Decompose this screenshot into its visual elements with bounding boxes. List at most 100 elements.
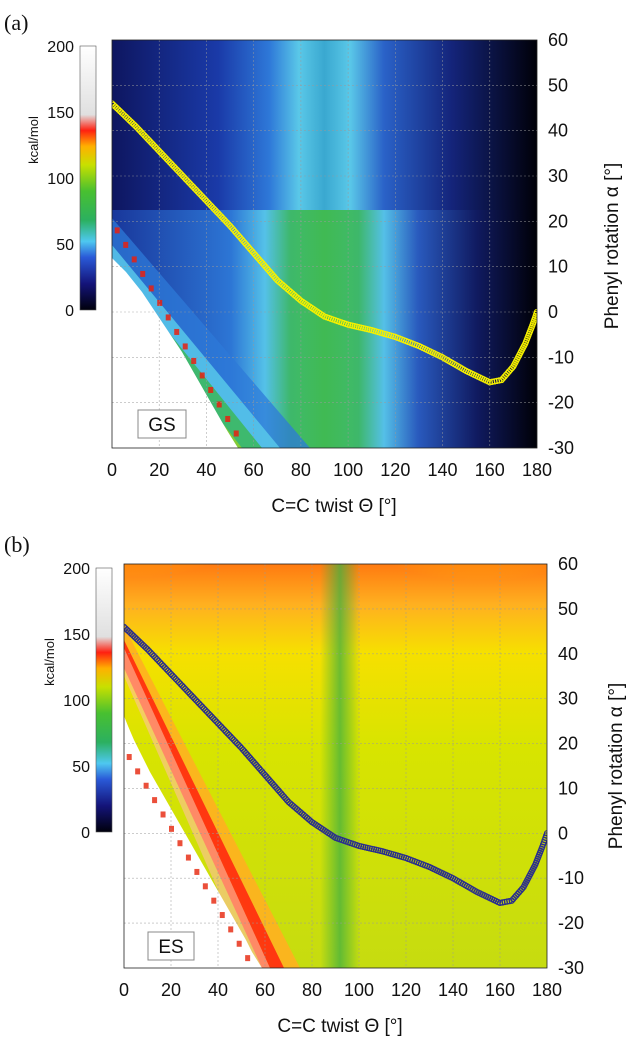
y-tick-label: 0 <box>558 823 568 843</box>
boundary-step <box>140 270 146 277</box>
x-ticks-a: 0 20 40 60 80 100 120 140 160 180 <box>107 460 552 480</box>
y-tick-label: -20 <box>558 913 584 933</box>
path-point <box>164 667 172 674</box>
plot-frame-a <box>111 39 538 449</box>
path-point <box>224 730 231 737</box>
x-tick-label: 140 <box>438 980 468 1000</box>
colorbar-tick-label: 50 <box>72 759 90 776</box>
x-tick-label: 60 <box>244 460 264 480</box>
boundary-step <box>177 840 183 847</box>
path-point <box>217 723 225 730</box>
path-point <box>145 647 153 655</box>
heatmap-b <box>124 564 547 968</box>
boundary-step <box>143 782 149 789</box>
path-point <box>202 707 209 714</box>
path-point <box>174 677 181 684</box>
y-ticks-b: -30 -20 -10 0 10 20 30 40 50 60 <box>558 554 584 978</box>
colorbar-a-ticks: 0 50 100 150 200 <box>47 39 74 320</box>
path-point <box>185 688 192 696</box>
path-point <box>196 700 203 707</box>
boundary-step <box>211 897 217 904</box>
path-point <box>156 659 164 666</box>
path-point <box>155 657 162 664</box>
path-point <box>183 687 190 694</box>
y-tick-label: -10 <box>548 347 574 367</box>
path-point <box>203 708 211 715</box>
y-tick-label: 30 <box>558 689 578 709</box>
path-point <box>166 669 173 676</box>
path-point <box>160 662 167 669</box>
y-tick-label: 30 <box>548 166 568 186</box>
path-point <box>230 736 237 743</box>
boundary-step <box>245 955 251 962</box>
path-point <box>194 698 201 706</box>
x-tick-label: 120 <box>380 460 410 480</box>
state-tag-b: ES <box>147 931 195 961</box>
boundary-step <box>202 883 208 890</box>
path-point <box>181 685 189 692</box>
path-point <box>233 739 240 747</box>
y-axis-label-b: Phenyl rotation α [°] <box>606 683 627 849</box>
path-point <box>163 665 170 673</box>
path-point <box>532 312 537 320</box>
boundary-step <box>160 811 166 818</box>
y-tick-label: 10 <box>558 778 578 798</box>
grid-b <box>124 564 547 968</box>
path-point <box>272 275 279 282</box>
path-point <box>228 735 236 742</box>
boundary-step <box>126 754 132 761</box>
colorbar-b-gradient <box>95 567 113 833</box>
path-point <box>150 652 157 660</box>
path-point <box>186 690 193 697</box>
boundary-step <box>185 854 191 861</box>
y-tick-label: -30 <box>558 958 584 978</box>
path-point <box>210 715 217 722</box>
y-tick-label: 20 <box>558 734 578 754</box>
path-point <box>211 716 219 724</box>
x-tick-label: 40 <box>196 460 216 480</box>
x-tick-label: 40 <box>208 980 228 1000</box>
path-point <box>222 728 229 735</box>
path-point <box>214 720 222 727</box>
y-tick-label: -10 <box>558 868 584 888</box>
x-tick-label: 0 <box>119 980 129 1000</box>
path-point <box>175 679 182 686</box>
x-tick-label: 160 <box>475 460 505 480</box>
boundary-step <box>236 940 242 947</box>
path-point <box>533 308 537 316</box>
path-point <box>533 310 537 318</box>
path-point <box>177 680 184 688</box>
grid-a <box>112 40 537 448</box>
boundary-step <box>199 372 205 379</box>
colorbar-tick-label: 100 <box>47 171 74 188</box>
boundary-step <box>157 299 163 306</box>
path-point <box>153 656 161 663</box>
y-tick-label: 20 <box>548 211 568 231</box>
path-point <box>213 718 220 725</box>
path-point <box>191 695 198 702</box>
x-tick-label: 0 <box>107 460 117 480</box>
y-ticks-a: -30 -20 -10 0 10 20 30 40 50 60 <box>548 30 574 458</box>
x-tick-label: 120 <box>391 980 421 1000</box>
colorbar-tick-label: 150 <box>63 627 90 644</box>
path-point <box>161 664 168 671</box>
colorbar-tick-label: 150 <box>47 105 74 122</box>
x-tick-label: 20 <box>149 460 169 480</box>
boundary-step <box>216 401 222 408</box>
y-tick-label: 60 <box>548 30 568 50</box>
x-tick-label: 180 <box>522 460 552 480</box>
boundary-step <box>131 256 137 263</box>
path-point <box>169 672 176 679</box>
boundary-step <box>219 912 225 919</box>
boundary-step <box>114 227 120 234</box>
y-axis-label-a: Phenyl rotation α [°] <box>602 163 623 329</box>
boundary-stair-a <box>114 227 239 437</box>
x-tick-label: 60 <box>255 980 275 1000</box>
panel-a-label: (a) <box>4 10 28 35</box>
path-point <box>208 713 215 720</box>
path-a <box>112 100 537 386</box>
colorbar-tick-label: 50 <box>56 237 74 254</box>
path-point <box>543 832 547 839</box>
y-tick-label: 60 <box>558 554 578 574</box>
